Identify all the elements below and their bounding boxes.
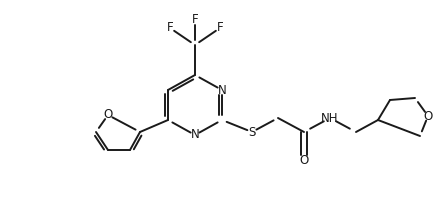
Text: O: O [423, 109, 433, 123]
Text: F: F [217, 22, 223, 34]
Text: S: S [248, 125, 256, 139]
Text: N: N [218, 83, 226, 97]
Text: F: F [167, 22, 173, 34]
Text: O: O [299, 155, 309, 168]
Text: N: N [191, 129, 199, 141]
Text: O: O [103, 109, 112, 121]
Text: F: F [192, 14, 198, 26]
Text: NH: NH [321, 111, 339, 125]
